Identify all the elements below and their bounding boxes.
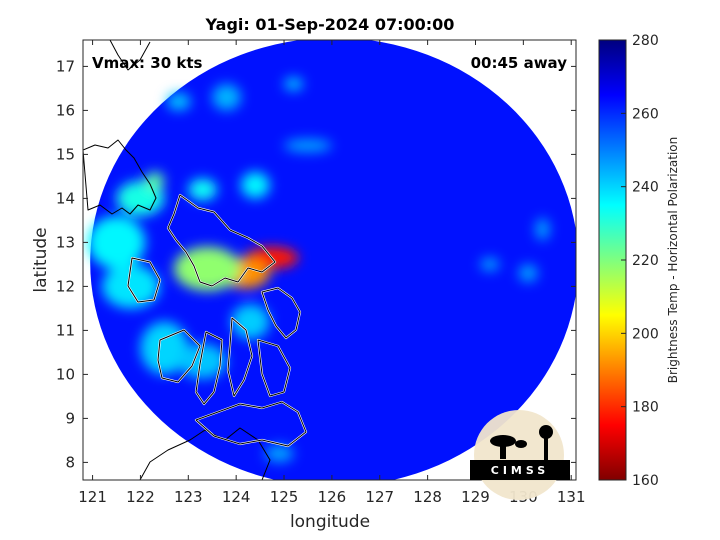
- y-tick-label: 9: [65, 409, 75, 427]
- coastline-luzon: [83, 139, 157, 215]
- y-tick-label: 13: [56, 233, 75, 251]
- swath-feature: [264, 444, 294, 463]
- logo-circle: [474, 410, 564, 500]
- x-tick-label: 129: [461, 488, 490, 506]
- swath-feature: [102, 264, 160, 309]
- coastline-samar-inner: [261, 287, 301, 339]
- x-axis-label: longitude: [290, 512, 370, 532]
- swath-feature: [87, 216, 146, 269]
- swath-feature: [284, 77, 304, 91]
- coastlines: [83, 40, 308, 480]
- colorbar-tick-label: 260: [632, 106, 659, 122]
- y-axis-label: latitude: [31, 227, 51, 292]
- time-away-annotation: 00:45 away: [471, 54, 568, 72]
- colorbar-tick-label: 200: [632, 326, 659, 342]
- x-tick-label: 126: [318, 488, 347, 506]
- swath-feature: [140, 321, 189, 375]
- y-tick-label: 14: [56, 189, 75, 207]
- coastline-mindanao: [139, 427, 271, 480]
- swath-feature: [166, 92, 191, 111]
- cimss-logo: CIMSS: [470, 410, 570, 500]
- colorbar-ticks: 160 180 200 220 240 260 280: [621, 33, 659, 489]
- swath-feature: [284, 139, 332, 153]
- chart-title: Yagi: 01-Sep-2024 07:00:00: [205, 15, 455, 34]
- logo-tower-tank: [539, 425, 553, 439]
- x-tick-label: 125: [270, 488, 299, 506]
- coastline-negros-inner: [195, 331, 223, 405]
- x-tick-label: 131: [557, 488, 586, 506]
- colorbar-tick-label: 220: [632, 253, 659, 269]
- x-tick-label: 127: [365, 488, 394, 506]
- y-axis: 8 9 10 11 12 13 14 15 16 17: [56, 57, 576, 471]
- x-tick-label: 124: [222, 488, 251, 506]
- coastline-cebu-leyte-inner: [227, 317, 291, 397]
- y-tick-label: 11: [56, 321, 75, 339]
- coastline-bicol-inner: [167, 194, 276, 287]
- x-tick-label: 122: [126, 488, 155, 506]
- x-tick-label: 121: [78, 488, 107, 506]
- y-tick-label: 10: [56, 365, 75, 383]
- colorbar-label: Brightness Temp - Horizontal Polarizatio…: [666, 137, 680, 384]
- coastline-panay-inner: [157, 329, 201, 383]
- x-tick-label: 128: [413, 488, 442, 506]
- logo-text: CIMSS: [491, 464, 549, 477]
- swath-feature: [480, 257, 500, 271]
- y-tick-label: 12: [56, 277, 75, 295]
- swath-feature: [173, 246, 241, 291]
- swath-feature: [188, 178, 218, 201]
- plot-area: [82, 39, 577, 481]
- coastline-luzon-north: [109, 40, 151, 71]
- coastline-mindanao-north-inner: [195, 401, 307, 447]
- swath-feature: [231, 304, 270, 340]
- swath-layer: [87, 40, 576, 480]
- y-tick-label: 8: [65, 453, 75, 471]
- swath-feature: [535, 218, 550, 241]
- swath-feature: [518, 264, 538, 283]
- swath-feature: [212, 84, 241, 111]
- y-tick-label: 16: [56, 101, 75, 119]
- coastline-mindoro-inner: [127, 257, 161, 303]
- y-tick-label: 17: [56, 57, 75, 75]
- plot-frame: [82, 39, 577, 481]
- colorbar: 160 180 200 220 240 260 280 Brightness Temp - …: [598, 33, 680, 489]
- logo-dish-small-icon: [515, 440, 527, 448]
- y-tick-label: 15: [56, 145, 75, 163]
- swath-feature: [240, 172, 270, 199]
- vmax-annotation: Vmax: 30 kts: [92, 54, 202, 72]
- colorbar-tick-label: 240: [632, 180, 659, 196]
- colorbar-tick-label: 280: [632, 33, 659, 49]
- x-tick-label: 123: [174, 488, 203, 506]
- logo-dish-icon: [490, 435, 516, 447]
- logo-banner: [470, 460, 570, 480]
- swath-feature: [178, 343, 227, 379]
- colorbar-tick-label: 180: [632, 400, 659, 416]
- logo-dish-stand: [500, 445, 506, 459]
- colorbar-tick-label: 160: [632, 473, 659, 489]
- logo-tower-icon: [544, 434, 548, 460]
